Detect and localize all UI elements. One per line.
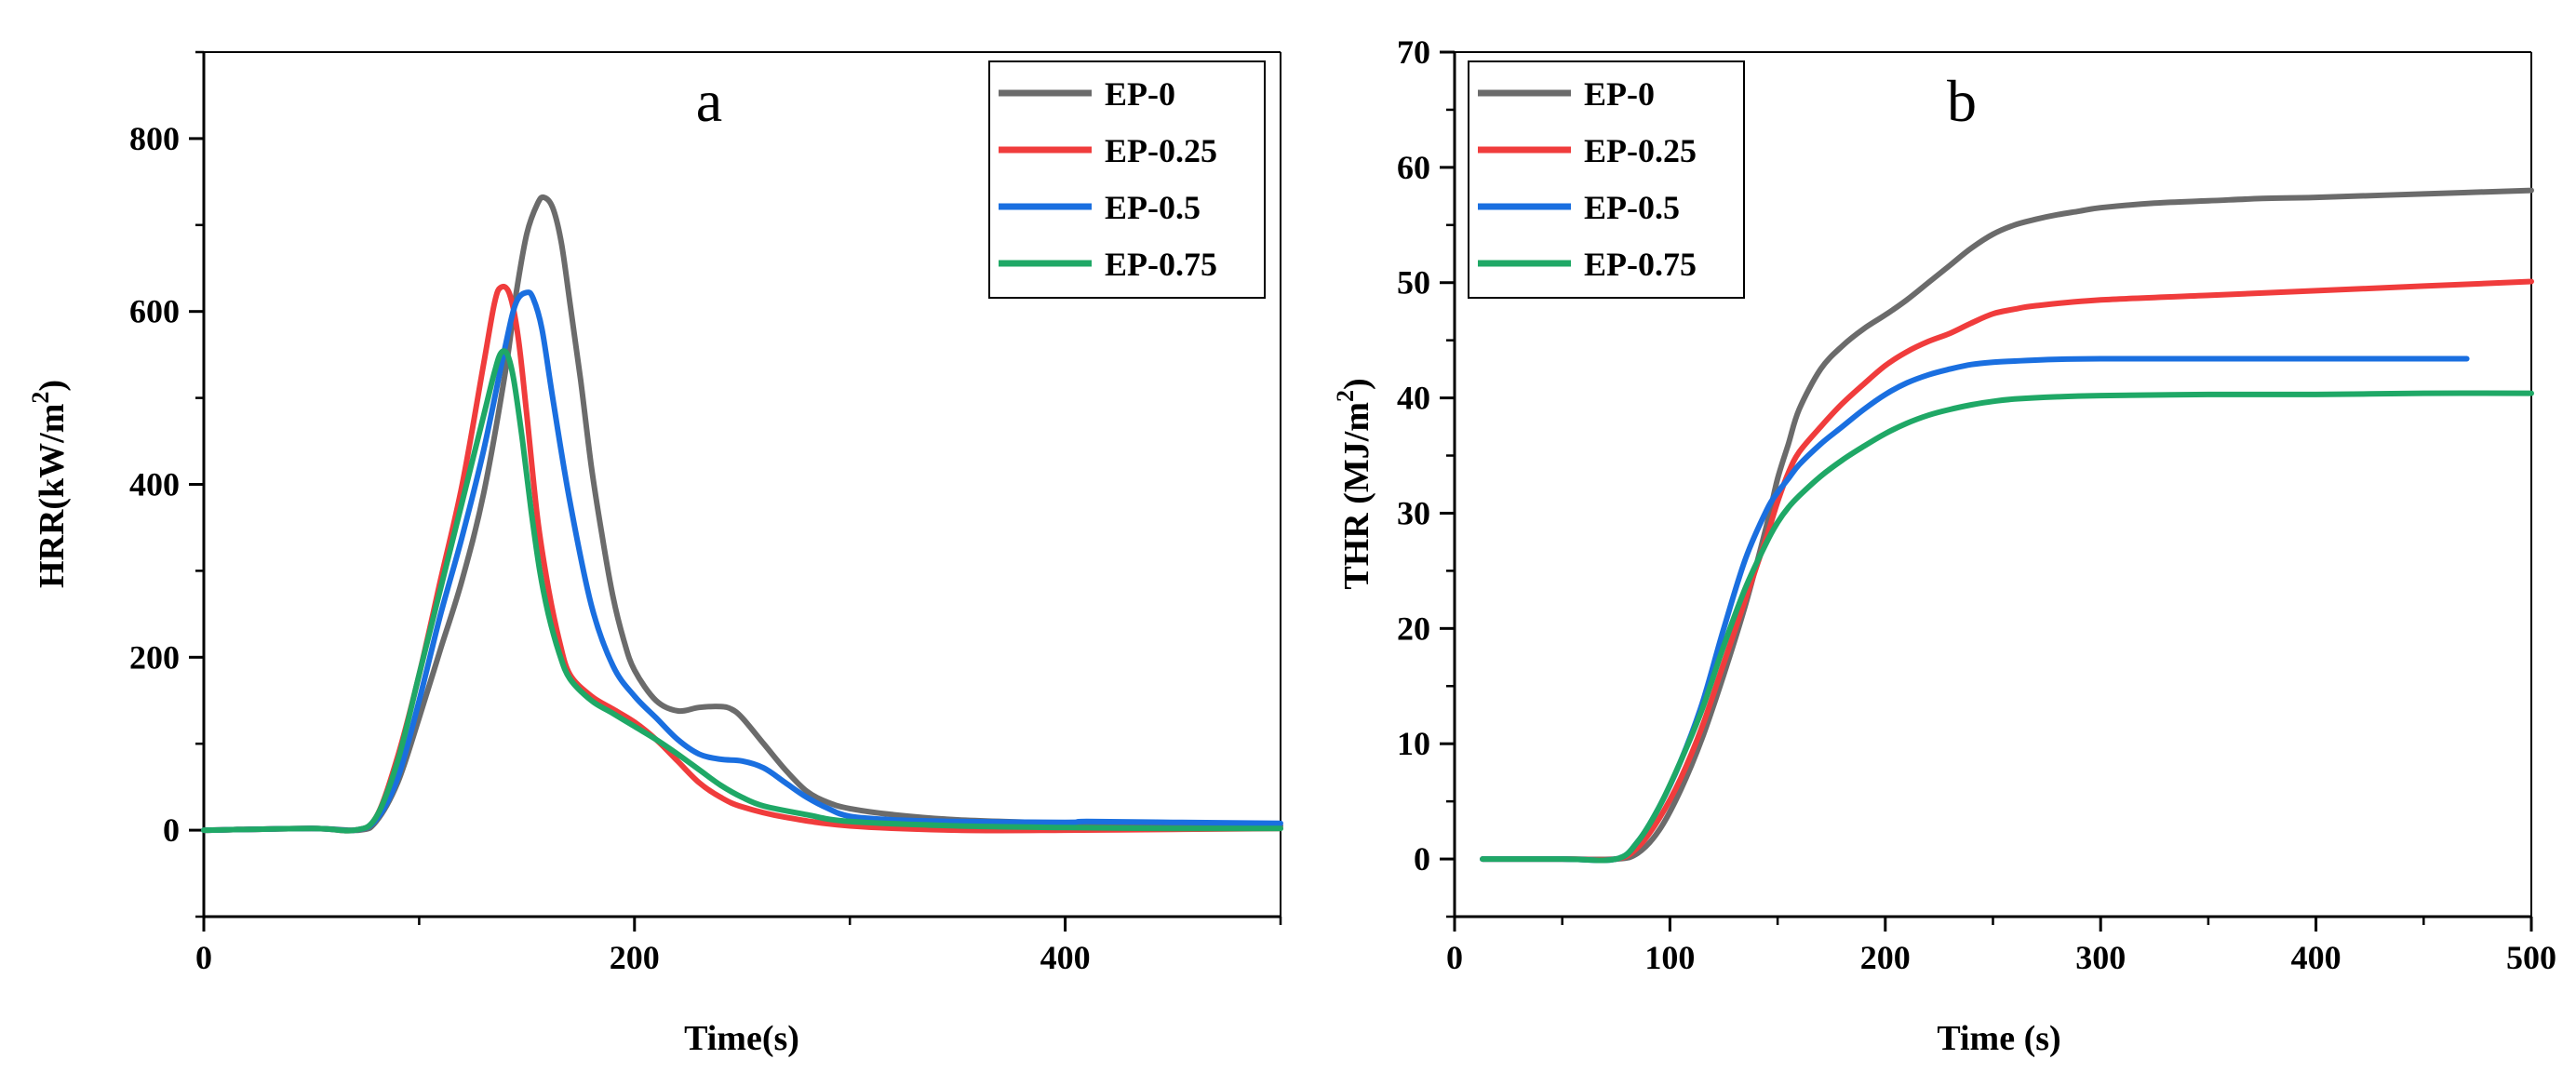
panel-a-y-title-close: ) xyxy=(33,380,72,392)
panel-a-x-tick-label: 400 xyxy=(1040,939,1091,976)
panel-a-legend-label: EP-0.75 xyxy=(1105,246,1217,283)
panel-b-letter: b xyxy=(1947,68,1977,134)
panel-a-axes: 0 200 400 0 200 400 600 800 xyxy=(129,50,1282,976)
panel-a-y-tick-label: 0 xyxy=(163,811,180,849)
panel-a-letter: a xyxy=(696,68,722,134)
panel-b-x-tick-label: 200 xyxy=(1860,939,1911,976)
panel-b-legend-box xyxy=(1468,60,1745,299)
panel-a-series-line-ep-075 xyxy=(201,348,1283,834)
panel-b-series-line-ep-0 xyxy=(1480,187,2534,863)
panel-b-y-axis-title: THR (MJ/m2) xyxy=(1332,378,1376,589)
panel-b-x-tick-label: 0 xyxy=(1446,939,1463,976)
panel-b-y-tick-label: 0 xyxy=(1414,840,1430,878)
panel-a-y-title-sup: 2 xyxy=(27,392,54,404)
panel-b-y-tick-label: 70 xyxy=(1397,34,1430,71)
panel-b-legend-label: EP-0.25 xyxy=(1584,132,1697,169)
panel-b-y-tick-label: 30 xyxy=(1397,494,1430,531)
panel-a-y-tick-label: 400 xyxy=(129,466,180,503)
panel-a-x-tick-label: 200 xyxy=(610,939,660,976)
panel-a-y-tick-label: 600 xyxy=(129,293,180,330)
panel-b-x-tick-label: 300 xyxy=(2075,939,2126,976)
panel-a-series-line-ep-0 xyxy=(201,194,1283,834)
panel-b-series-line-ep-025 xyxy=(1480,278,2534,863)
panel-b-y-title-sup: 2 xyxy=(1332,390,1359,402)
panel-b-y-tick-label: 60 xyxy=(1397,149,1430,186)
panel-b-y-title-close: ) xyxy=(1337,378,1376,390)
panel-a-legend-box xyxy=(988,60,1266,299)
panel-b-x-tick-label: 500 xyxy=(2506,939,2556,976)
panel-b-legend-label: EP-0 xyxy=(1584,75,1655,113)
panel-b-legend-label: EP-0.5 xyxy=(1584,189,1680,226)
panel-a-x-tick-label: 0 xyxy=(195,939,212,976)
panel-b-legend-label: EP-0.75 xyxy=(1584,246,1697,283)
panel-a-legend: EP-0 EP-0.25 EP-0.5 EP-0.75 xyxy=(988,60,1266,299)
panel-a-y-axis-title: HRR(kW/m2) xyxy=(27,380,72,588)
panel-b-y-tick-label: 10 xyxy=(1397,725,1430,762)
panel-b-x-tick-label: 400 xyxy=(2291,939,2341,976)
panel-b-y-title-main: THR (MJ/m xyxy=(1337,402,1376,590)
panel-b-axes: 0 100 200 300 400 500 0 10 20 30 40 50 60 70 xyxy=(1397,34,2556,976)
panel-a-series xyxy=(201,194,1283,834)
panel-b-x-tick-label: 100 xyxy=(1644,939,1695,976)
panel-b-y-tick-label: 40 xyxy=(1397,380,1430,417)
panel-a-legend-label: EP-0.25 xyxy=(1105,132,1217,169)
panel-a-legend-label: EP-0.5 xyxy=(1105,189,1201,226)
panel-a-x-axis-title: Time(s) xyxy=(684,1019,799,1058)
panel-b-series xyxy=(1480,187,2534,864)
panel-a-legend-label: EP-0 xyxy=(1105,75,1175,113)
panel-a-series-line-ep-025 xyxy=(201,283,1283,834)
panel-b-series-line-ep-05 xyxy=(1480,355,2470,864)
panel-b-y-tick-label: 50 xyxy=(1397,264,1430,302)
panel-a-y-tick-label: 800 xyxy=(129,120,180,157)
panel-b-legend: EP-0 EP-0.25 EP-0.5 EP-0.75 xyxy=(1468,60,1745,299)
panel-a-series-line-ep-05 xyxy=(201,289,1283,834)
panel-b-y-tick-label: 20 xyxy=(1397,610,1430,647)
panel-b-series-line-ep-075 xyxy=(1480,390,2534,864)
panel-b-x-axis-title: Time (s) xyxy=(1937,1019,2060,1058)
panel-a-y-tick-label: 200 xyxy=(129,638,180,676)
panel-a-y-title-main: HRR(kW/m xyxy=(33,404,72,588)
